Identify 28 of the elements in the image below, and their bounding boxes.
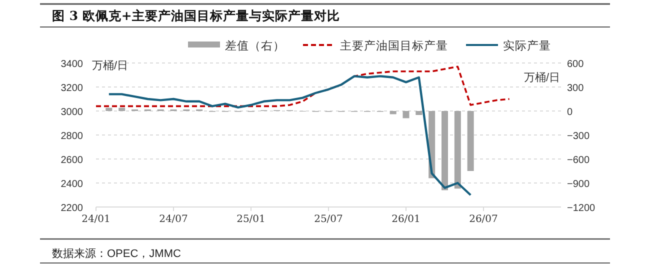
x-tick-label: 24/07 [159,214,188,225]
y-tick-label: 3400 [60,59,84,70]
x-tick-label: 25/07 [314,214,343,225]
y-tick-label: 2600 [60,155,84,166]
y2-axis-title: 万桶/日 [524,72,560,84]
legend-label: 差值（右） [225,40,285,52]
y-tick-label: 2200 [60,203,84,214]
source-note: 数据来源：OPEC，JMMC [52,247,181,260]
y2-tick-label: −900 [567,179,590,190]
x-tick-label: 26/01 [392,214,420,225]
y2-tick-label: −600 [567,155,590,166]
line-series [108,75,472,196]
chart-title: 图 3 欧佩克+主要产油国目标产量与实际产量对比 [52,8,340,23]
x-tick-label: 25/01 [236,214,266,225]
y-axis-title: 万桶/日 [92,60,128,72]
legend-label: 实际产量 [503,38,551,52]
y2-tick-label: −1200 [567,203,596,214]
y2-tick-label: 300 [567,83,584,94]
y2-tick-label: −300 [567,131,590,142]
x-tick-label: 26/07 [469,214,498,225]
y2-tick-label: 600 [567,59,584,70]
y-tick-label: 2800 [60,131,84,142]
y-tick-label: 2400 [60,179,84,190]
x-tick-label: 24/01 [82,214,110,225]
legend-label: 主要产油国目标产量 [340,38,448,52]
y-tick-label: 3000 [60,107,84,118]
y-tick-label: 3200 [60,83,84,94]
y2-tick-label: 0 [567,107,573,118]
